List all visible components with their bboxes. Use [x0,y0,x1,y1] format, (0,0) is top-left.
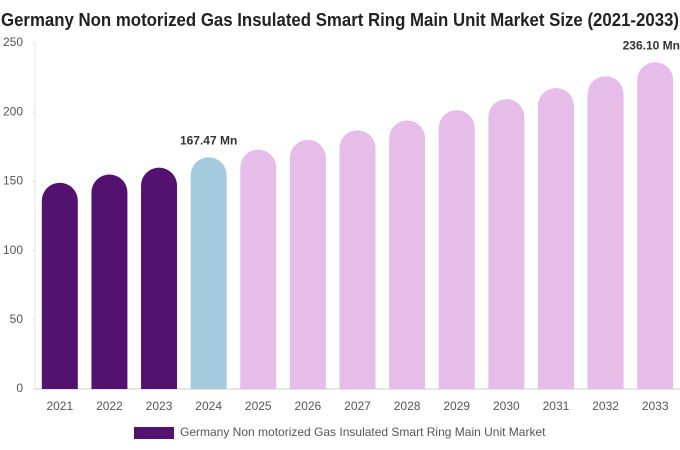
bar [190,157,227,389]
y-tick-label: 100 [3,243,23,257]
chart-title: Germany Non motorized Gas Insulated Smar… [1,10,679,30]
x-tick-label: 2025 [245,399,272,413]
bar [637,62,674,389]
value-label: 167.47 Mn [180,133,237,147]
y-tick-label: 150 [3,174,23,188]
x-tick-label: 2021 [46,399,73,413]
bar [537,87,574,389]
bar [91,174,128,389]
x-tick-label: 2028 [394,399,421,413]
x-tick-label: 2024 [195,399,222,413]
x-tick-label: 2023 [146,399,173,413]
x-tick-label: 2026 [295,399,322,413]
y-tick-label: 0 [16,381,23,395]
y-tick-label: 200 [3,104,23,118]
x-tick-label: 2033 [642,399,669,413]
value-label: 236.10 Mn [623,38,680,52]
x-tick-label: 2031 [543,399,570,413]
y-tick-label: 50 [10,312,24,326]
bar [41,182,78,389]
x-tick-label: 2032 [592,399,619,413]
bar [389,120,426,389]
x-tick-label: 2022 [96,399,123,413]
bar [488,99,525,390]
bar [240,149,277,389]
legend-swatch [134,427,174,439]
bar [339,130,376,389]
x-tick-label: 2030 [493,399,520,413]
bar [141,167,178,389]
bar [289,139,326,389]
x-tick-label: 2027 [344,399,371,413]
legend-label: Germany Non motorized Gas Insulated Smar… [180,425,546,439]
bar [438,110,475,389]
x-tick-label: 2029 [443,399,470,413]
y-tick-label: 250 [3,35,23,49]
bar [587,76,624,389]
